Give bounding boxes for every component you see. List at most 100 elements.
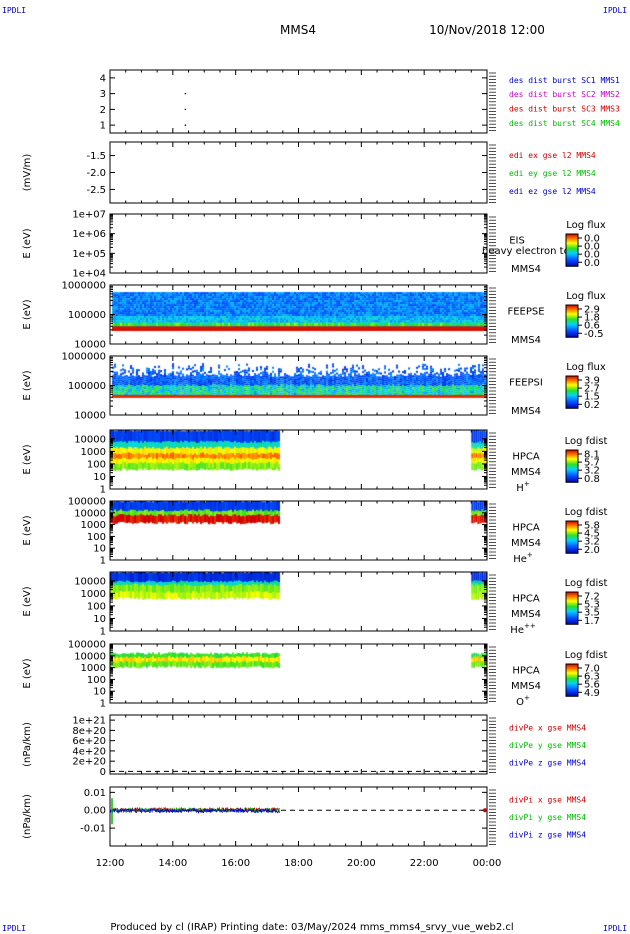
legend-entry: divPi y gse MMS4 xyxy=(509,813,586,822)
y-tick-label: 1000 xyxy=(81,520,106,531)
legend-entry: divPe z gse MMS4 xyxy=(509,758,586,767)
datetime-title: 10/Nov/2018 12:00 xyxy=(429,23,545,37)
colorbar-tick-label: 0.0 xyxy=(584,234,600,245)
corner-label-top-right: IPDLI xyxy=(603,6,627,15)
y-tick-label: 100 xyxy=(87,601,106,612)
colorbar-title: Log fdist xyxy=(565,507,608,518)
colorbar-tick-label: 3.2 xyxy=(584,537,600,548)
colorbar-tick-label: 4.9 xyxy=(584,688,600,699)
colorbar-tick-label: 5.3 xyxy=(584,600,600,611)
panel-frame-des xyxy=(109,69,488,134)
instrument-label: HPCA xyxy=(512,452,540,463)
panel-frame-divpe xyxy=(109,714,488,775)
instrument-label: FEEPSI xyxy=(509,378,543,389)
colorbar-tick-label: 7.2 xyxy=(584,592,600,603)
footer-credit: Produced by cl (IRAP) Printing date: 03/… xyxy=(110,922,513,933)
species-name: O xyxy=(516,697,524,708)
legend-entry: edi ez gse l2 MMS4 xyxy=(509,187,596,196)
colorbar xyxy=(565,304,579,338)
x-tick-label: 14:00 xyxy=(158,858,187,869)
colorbar-title: Log flux xyxy=(566,220,606,231)
colorbar xyxy=(565,520,579,554)
colorbar-tick-label: 0.0 xyxy=(584,258,600,269)
species-charge: ++ xyxy=(524,622,536,630)
colorbar-tick-label: 8.1 xyxy=(584,450,600,461)
y-tick-label: 8e+20 xyxy=(72,726,106,737)
instrument-label: HPCA xyxy=(512,594,540,605)
legend-entry: des dist burst SC4 MMS4 xyxy=(509,119,620,128)
colorbar-tick-label: 5.8 xyxy=(584,521,600,532)
species-name: H xyxy=(516,483,524,494)
y-axis-label: (nPa/km) xyxy=(22,722,33,767)
y-tick-label: 1e+07 xyxy=(72,210,106,221)
instrument-label: HPCA xyxy=(512,523,540,534)
y-tick-label: 6e+20 xyxy=(72,736,106,747)
spectrogram-image-feepsi xyxy=(110,356,487,415)
legend-entry: des dist burst SC1 MMS1 xyxy=(509,76,620,85)
y-tick-label: 10 xyxy=(93,614,106,625)
corner-label-top-left: IPDLI xyxy=(2,6,26,15)
species-charge: + xyxy=(524,694,530,702)
panel-frame-divpi xyxy=(109,786,488,847)
y-tick-label: 1000000 xyxy=(61,352,106,363)
colorbar-tick-label: 0.0 xyxy=(584,242,600,253)
species-label: H+ xyxy=(516,480,530,494)
colorbar-tick-label: 6.3 xyxy=(584,672,600,683)
y-tick-label: 100000 xyxy=(68,640,106,651)
colorbar-tick-label: 3.5 xyxy=(584,608,600,619)
y-tick-label: 10000 xyxy=(74,576,106,587)
y-axis-label: (mV/m) xyxy=(22,154,33,192)
panel-frame-edi xyxy=(109,141,488,204)
y-axis-label: (nPa/km) xyxy=(22,794,33,839)
colorbar-tick-label: 0.2 xyxy=(584,400,600,411)
legend-entry: divPi z gse MMS4 xyxy=(509,830,586,839)
species-name: He xyxy=(510,625,524,636)
colorbar-title: Log fdist xyxy=(565,578,608,589)
y-tick-label: 1000000 xyxy=(61,281,106,292)
y-tick-label: -2.0 xyxy=(86,168,106,179)
data-point xyxy=(184,92,187,95)
y-tick-label: 10000 xyxy=(74,508,106,519)
colorbar xyxy=(565,663,579,697)
colorbar-tick-label: 2.0 xyxy=(584,545,600,556)
y-axis-label: E (eV) xyxy=(22,370,33,400)
y-tick-label: 10000 xyxy=(74,651,106,662)
species-name: He xyxy=(513,554,527,565)
y-tick-label: 1 xyxy=(100,485,106,496)
colorbar xyxy=(565,233,579,267)
y-tick-label: 1000 xyxy=(81,663,106,674)
colorbar-tick-label: 2.9 xyxy=(584,305,600,316)
spacecraft-label: MMS4 xyxy=(511,335,541,346)
y-axis-label: E (eV) xyxy=(22,228,33,258)
y-axis-label: E (eV) xyxy=(22,444,33,474)
colorbar-tick-label: 1.5 xyxy=(584,392,600,403)
instrument-label: EIS xyxy=(509,236,525,247)
panel-feepse: 1000000 100000 10000 E (eV) FEEPSE MMS4 Log fl… xyxy=(22,281,606,351)
x-tick-label: 16:00 xyxy=(221,858,250,869)
species-label: He+ xyxy=(513,551,533,565)
y-tick-label: 10 xyxy=(93,544,106,555)
colorbar-tick-label: 4.5 xyxy=(584,529,600,540)
y-tick-label: 1e+21 xyxy=(72,716,106,727)
colorbar xyxy=(565,375,579,409)
y-tick-label: 1e+06 xyxy=(72,229,106,240)
y-tick-label: 10 xyxy=(93,472,106,483)
x-tick-label: 22:00 xyxy=(410,858,439,869)
colorbar-tick-label: 2.7 xyxy=(584,384,600,395)
data-point xyxy=(184,108,187,111)
panel-eis: 1e+07 1e+06 1e+05 1e+04 E (eV) EIS MMS4 heavy e… xyxy=(22,210,606,280)
colorbar-tick-label: 0.0 xyxy=(584,250,600,261)
mission-title: MMS4 xyxy=(280,23,316,37)
colorbar-tick-label: 3.2 xyxy=(584,466,600,477)
spacecraft-label: MMS4 xyxy=(511,406,541,417)
legend-entry: divPe x gse MMS4 xyxy=(509,724,586,733)
eis-note: heavy electron to xyxy=(482,246,570,257)
y-tick-label: -2.5 xyxy=(86,185,106,196)
legend-entry: des dist burst SC3 MMS3 xyxy=(509,105,620,114)
spectrogram-image-hpca_hepp xyxy=(110,572,487,631)
y-axis-label: E (eV) xyxy=(22,515,33,545)
y-tick-label: 100 xyxy=(87,532,106,543)
y-tick-label: 1 xyxy=(100,121,106,132)
